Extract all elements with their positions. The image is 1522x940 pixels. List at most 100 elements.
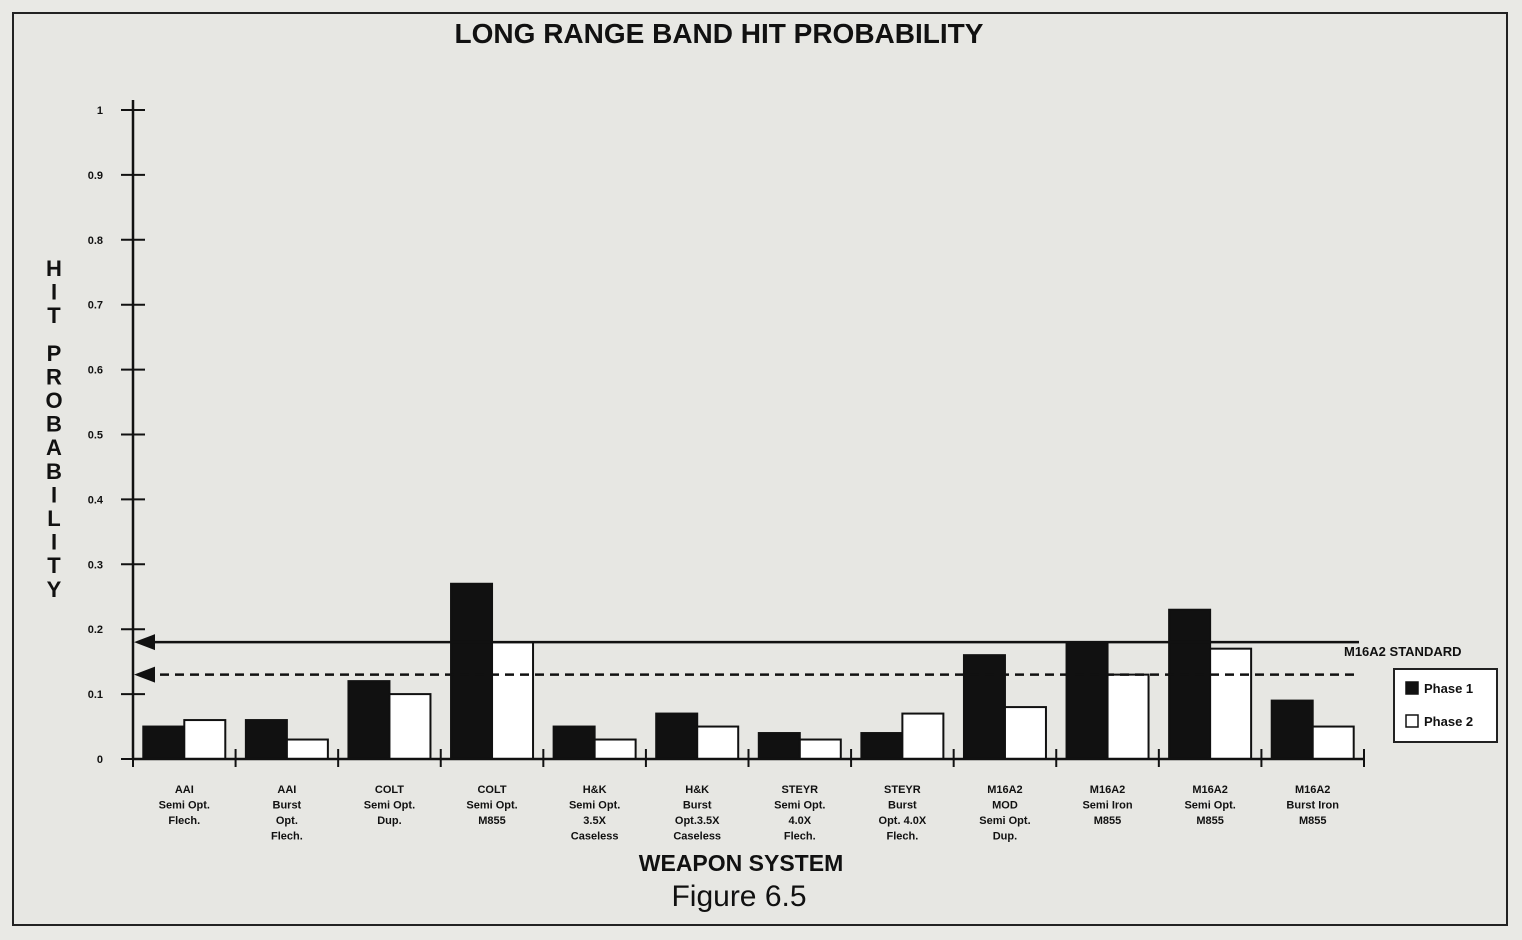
y-label-letter: A [46, 435, 62, 460]
reference-arrowhead [134, 634, 155, 651]
y-label-letter: L [47, 506, 60, 531]
bar-phase1 [962, 654, 1006, 760]
y-tick-label: 1 [97, 105, 103, 117]
y-label-letter: B [46, 412, 62, 437]
category-label: M16A2 [1192, 784, 1227, 796]
y-tick-label: 0.1 [88, 689, 103, 701]
y-axis: 0 0.1 0.2 0.3 0.4 0.5 0.6 0.7 0.8 0.9 1 [88, 100, 145, 766]
y-label-letter: T [47, 303, 61, 328]
bar-phase2 [491, 641, 535, 760]
bar-phase1 [1270, 699, 1314, 761]
category-label: Flech. [784, 831, 816, 843]
bar-phase1 [142, 725, 186, 760]
category-label: Burst [888, 800, 917, 812]
bar-phase1 [860, 732, 904, 760]
y-label-letter: R [46, 364, 62, 389]
category-label: AAI [175, 784, 194, 796]
legend-label: Phase 2 [1424, 714, 1473, 729]
category-label: Flech. [271, 831, 303, 843]
category-label: Dup. [377, 815, 401, 827]
category-label: Opt. [276, 815, 298, 827]
category-label: Burst [683, 800, 712, 812]
category-label: M855 [1299, 815, 1327, 827]
bar-phase1 [347, 680, 391, 760]
category-label: Caseless [571, 831, 619, 843]
category-label: Dup. [993, 831, 1017, 843]
y-tick-label: 0.2 [88, 624, 103, 636]
bar-phase2 [901, 712, 945, 761]
category-label: Semi Opt. [1184, 800, 1235, 812]
category-label: M16A2 [987, 784, 1022, 796]
category-label: Opt. 4.0X [879, 815, 927, 827]
figure-frame: LONG RANGE BAND HIT PROBABILITY 0 0.1 0.2 0… [12, 12, 1508, 926]
category-label: STEYR [884, 784, 921, 796]
y-label-letter: I [51, 280, 57, 305]
bar-phase1 [655, 712, 699, 761]
bar-phase2 [183, 719, 227, 760]
category-labels: AAI Semi Opt. Flech. AAI Burst Opt. Flech. COLT… [159, 784, 1340, 843]
bar-phase1 [1168, 608, 1212, 760]
category-label: M16A2 [1090, 784, 1125, 796]
category-label: AAI [277, 784, 296, 796]
y-tick-label: 0.5 [88, 430, 103, 442]
bar-phase2 [696, 725, 740, 760]
legend-box [1393, 668, 1498, 743]
bar-phase1 [450, 582, 494, 761]
category-label: MOD [992, 800, 1018, 812]
category-label: Burst Iron [1286, 800, 1339, 812]
bar-phase1 [552, 725, 596, 760]
y-label-letter: I [51, 530, 57, 555]
x-axis [132, 749, 1365, 767]
y-tick-label: 0.7 [88, 300, 103, 312]
reference-lines: M16A2 STANDARD [134, 634, 1462, 683]
bar-phase2 [1209, 647, 1253, 760]
bar-phase1 [1065, 641, 1109, 760]
bar-phase2 [1106, 673, 1150, 761]
y-label-letter: I [51, 482, 57, 507]
bar-phase2 [798, 738, 842, 761]
category-label: Semi Opt. [979, 815, 1030, 827]
category-label: Caseless [673, 831, 721, 843]
category-label: Burst [273, 800, 302, 812]
category-label: M855 [1196, 815, 1224, 827]
category-label: Flech. [168, 815, 200, 827]
y-label-letter: H [46, 256, 62, 281]
bar-phase2 [285, 738, 329, 761]
category-label: H&K [583, 784, 607, 796]
category-label: COLT [375, 784, 404, 796]
category-label: STEYR [781, 784, 818, 796]
category-label: H&K [685, 784, 709, 796]
y-label-letter: Y [47, 577, 62, 602]
category-label: Semi Opt. [569, 800, 620, 812]
legend: Phase 1 Phase 2 [1393, 668, 1498, 743]
reference-line-label: M16A2 STANDARD [1344, 644, 1462, 659]
category-label: Semi Opt. [364, 800, 415, 812]
category-label: COLT [477, 784, 506, 796]
category-label: M16A2 [1295, 784, 1330, 796]
legend-label: Phase 1 [1424, 681, 1473, 696]
category-label: 4.0X [788, 815, 811, 827]
category-label: M855 [478, 815, 506, 827]
bar-phase2 [1311, 725, 1355, 760]
y-label-letter: O [45, 388, 62, 413]
bars [142, 582, 1355, 761]
legend-swatch [1405, 681, 1419, 695]
y-tick-label: 0.9 [88, 170, 103, 182]
y-tick-label: 0 [97, 754, 103, 766]
category-label: M855 [1094, 815, 1122, 827]
reference-arrowhead [134, 666, 155, 683]
category-label: Opt.3.5X [675, 815, 720, 827]
bar-chart: LONG RANGE BAND HIT PROBABILITY 00.10.20… [45, 18, 1498, 913]
legend-swatch [1405, 714, 1419, 728]
category-label: Flech. [886, 831, 918, 843]
category-label: Semi Iron [1082, 800, 1132, 812]
category-label: Semi Opt. [774, 800, 825, 812]
bar-phase2 [1003, 706, 1047, 761]
figure-caption: Figure 6.5 [671, 880, 806, 913]
y-tick-label: 0.8 [88, 235, 103, 247]
x-axis-label: WEAPON SYSTEM [639, 850, 843, 876]
y-label-letter: B [46, 459, 62, 484]
y-tick-label: 0.3 [88, 559, 103, 571]
category-label: 3.5X [583, 815, 606, 827]
